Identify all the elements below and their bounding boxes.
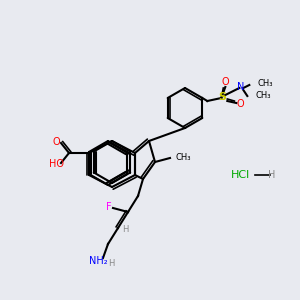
- Text: N: N: [237, 82, 244, 92]
- Text: CH₃: CH₃: [255, 92, 271, 100]
- Text: NH₂: NH₂: [89, 256, 107, 266]
- Text: O: O: [236, 99, 244, 109]
- Text: O: O: [52, 137, 60, 147]
- Text: O: O: [221, 77, 229, 87]
- Text: S: S: [218, 92, 226, 102]
- Text: F: F: [106, 202, 112, 212]
- Text: H: H: [122, 226, 128, 235]
- Text: H: H: [268, 170, 276, 180]
- Text: HO: HO: [49, 159, 64, 169]
- Text: CH₃: CH₃: [175, 152, 190, 161]
- Text: H: H: [108, 259, 114, 268]
- Text: CH₃: CH₃: [257, 80, 273, 88]
- Text: HCl: HCl: [230, 170, 250, 180]
